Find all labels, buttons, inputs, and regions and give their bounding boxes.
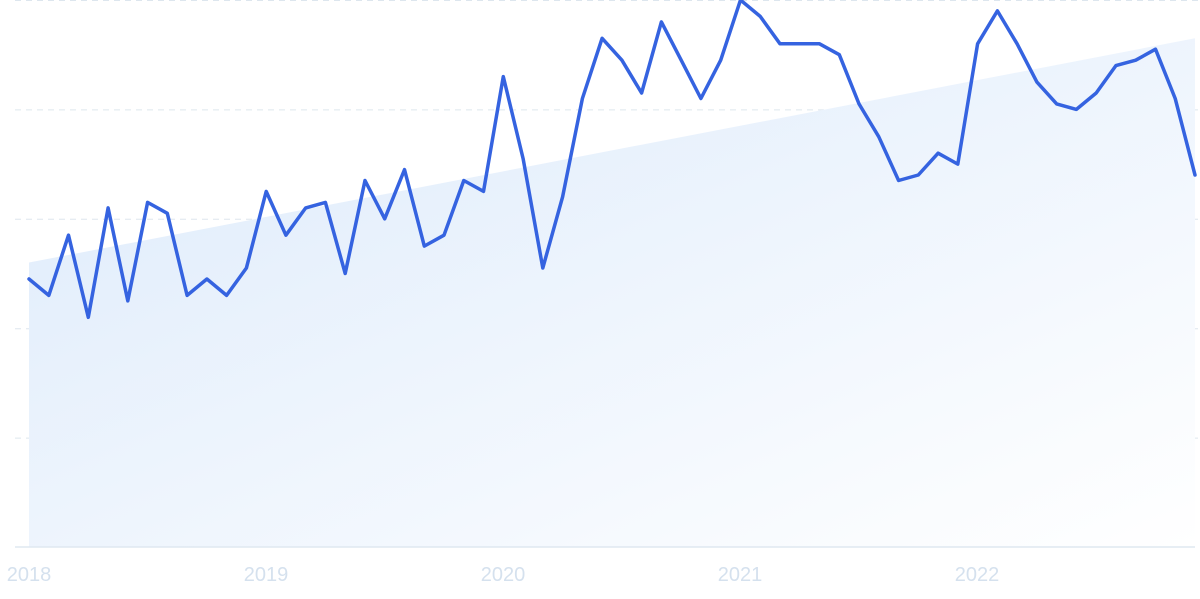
data-point-9: [205, 277, 209, 281]
data-point-12: [264, 189, 268, 193]
data-point-17: [363, 179, 367, 183]
data-point-29: [600, 36, 604, 40]
data-point-51: [1035, 80, 1039, 84]
data-point-40: [818, 42, 822, 46]
trend-area: [29, 38, 1195, 547]
data-point-32: [659, 20, 663, 24]
x-axis-tick-labels: 2018 2019 2020 2021 2022: [7, 564, 1000, 586]
data-point-16: [343, 272, 347, 276]
data-point-46: [936, 151, 940, 155]
data-point-30: [620, 58, 624, 62]
data-point-34: [699, 97, 703, 101]
data-point-41: [837, 53, 841, 57]
data-point-14: [304, 206, 308, 210]
data-point-18: [383, 217, 387, 221]
data-point-37: [758, 14, 762, 18]
data-point-39: [798, 42, 802, 46]
x-tick-label-2020: 2020: [481, 564, 526, 586]
data-point-11: [244, 266, 248, 270]
data-point-45: [916, 173, 920, 177]
data-point-6: [146, 200, 150, 204]
x-tick-label-2022: 2022: [955, 564, 1000, 586]
x-tick-label-2019: 2019: [244, 564, 289, 586]
data-point-3: [86, 315, 90, 319]
data-point-5: [126, 299, 130, 303]
data-point-53: [1074, 107, 1078, 111]
data-point-2: [67, 233, 71, 237]
data-point-24: [501, 75, 505, 79]
data-point-31: [640, 91, 644, 95]
data-point-59: [1193, 173, 1197, 177]
data-point-57: [1154, 47, 1158, 51]
data-point-21: [442, 233, 446, 237]
data-point-22: [462, 179, 466, 183]
data-point-26: [541, 266, 545, 270]
x-tick-label-2018: 2018: [7, 564, 52, 586]
data-point-1: [47, 293, 51, 297]
series-line: [27, 0, 1197, 320]
data-point-43: [877, 135, 881, 139]
data-point-15: [323, 200, 327, 204]
data-point-23: [482, 189, 486, 193]
data-point-10: [225, 293, 229, 297]
data-point-7: [165, 211, 169, 215]
x-tick-label-2021: 2021: [718, 564, 763, 586]
data-point-49: [995, 9, 999, 13]
data-point-52: [1055, 102, 1059, 106]
data-point-8: [185, 293, 189, 297]
data-point-25: [521, 157, 525, 161]
data-point-38: [778, 42, 782, 46]
data-point-44: [897, 179, 901, 183]
data-point-54: [1094, 91, 1098, 95]
data-point-27: [561, 195, 565, 199]
data-point-0: [27, 277, 31, 281]
data-point-20: [422, 244, 426, 248]
data-point-50: [1015, 42, 1019, 46]
data-point-13: [284, 233, 288, 237]
data-point-33: [679, 58, 683, 62]
data-point-35: [719, 58, 723, 62]
data-point-47: [956, 162, 960, 166]
data-point-42: [857, 102, 861, 106]
data-point-48: [976, 42, 980, 46]
data-point-56: [1134, 58, 1138, 62]
data-point-19: [403, 168, 407, 172]
data-point-28: [580, 97, 584, 101]
data-point-58: [1173, 97, 1177, 101]
data-point-55: [1114, 64, 1118, 68]
data-point-4: [106, 206, 110, 210]
